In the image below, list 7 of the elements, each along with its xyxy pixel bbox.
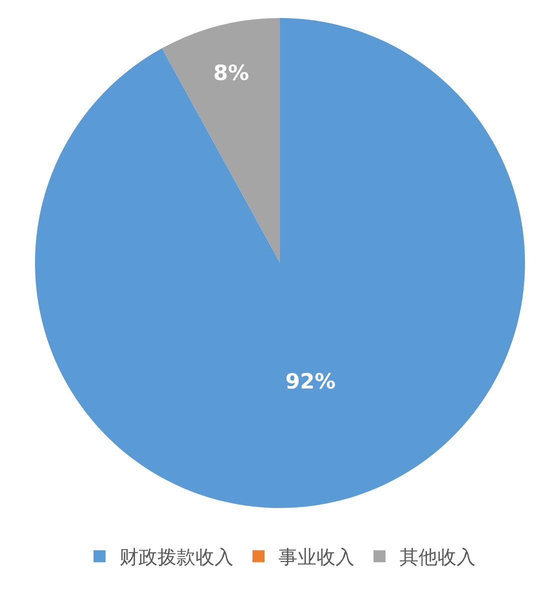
data-label: 8% (213, 60, 250, 85)
legend-label: 事业收入 (278, 546, 354, 569)
legend-label: 财政拨款收入 (120, 546, 234, 569)
pie-slice (35, 18, 525, 508)
data-label: 92% (285, 370, 336, 394)
pie-slice (162, 18, 280, 263)
legend-label: 其他收入 (400, 546, 476, 569)
